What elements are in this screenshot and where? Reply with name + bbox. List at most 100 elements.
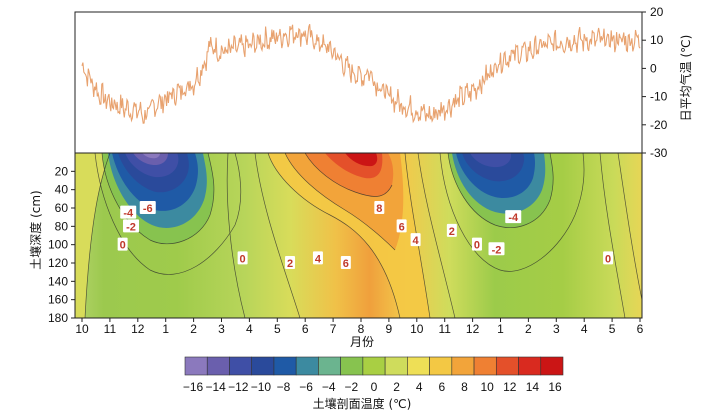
colorbar-tick-label: 12 [503, 380, 517, 394]
colorbar-swatch [518, 356, 542, 376]
colorbar-swatch [318, 356, 341, 376]
month-tick-label: 6 [637, 322, 644, 336]
colorbar-tick-label: −8 [277, 380, 291, 394]
colorbar-tick-label: 10 [480, 380, 494, 394]
colorbar-swatch [429, 356, 453, 376]
contour-label: -6 [143, 203, 153, 215]
colorbar-tick-label: 2 [393, 380, 400, 394]
air-y-tick-label: -30 [650, 146, 668, 160]
contour-label-bg [340, 256, 351, 269]
soil-temperature-plot-frame [74, 152, 643, 319]
contour-band-neg10-right [470, 153, 511, 168]
colorbar-tick-label: 14 [526, 380, 540, 394]
colorbar-swatch [184, 356, 208, 376]
colorbar-swatch [273, 356, 297, 376]
air-y-tick-label: -20 [650, 118, 668, 132]
contour-label-bg [446, 223, 457, 237]
month-tick-label: 2 [525, 322, 532, 336]
contour-label: -4 [508, 212, 519, 224]
air-y-tick-label: 0 [650, 61, 657, 75]
colorbar-swatch [473, 356, 497, 376]
contour-label-bg [488, 242, 505, 256]
colorbar-tick-label: −16 [183, 380, 204, 394]
contour-label: 4 [413, 235, 420, 247]
contour-lines [84, 153, 642, 318]
air-y-tick-label: 20 [650, 5, 664, 19]
colorbar-swatch [295, 356, 319, 376]
colorbar-swatch [251, 356, 275, 376]
colorbar-tick-label: −12 [228, 380, 249, 394]
month-tick-label: 4 [581, 322, 588, 336]
contour-label: 0 [605, 253, 611, 265]
colorbar-swatch [229, 356, 253, 376]
contour-label: 0 [240, 253, 246, 265]
month-tick-label: 5 [609, 322, 616, 336]
month-tick-label: 3 [553, 322, 560, 336]
contour-label-bg [471, 237, 482, 251]
colorbar-swatch [451, 356, 475, 376]
month-tick-label: 8 [358, 322, 365, 336]
colorbar-tick-label: −14 [205, 380, 226, 394]
colorbar-tick-label: −10 [251, 380, 272, 394]
depth-tick-label: 80 [55, 219, 69, 233]
month-tick-label: 11 [104, 322, 117, 336]
contour-label: -2 [492, 244, 502, 256]
air-temperature-y-axis-label: 日平均气温 (℃) [678, 35, 693, 122]
month-tick-label: 12 [466, 322, 480, 336]
month-tick-label: 1 [497, 322, 504, 336]
depth-tick-label: 160 [48, 293, 68, 307]
colorbar-tick-label: 8 [461, 380, 468, 394]
month-x-axis: 10 11 12 1 2 3 4 5 6 7 8 9 10 11 12 1 2 3 4 5 6 [75, 318, 644, 336]
contour-label-bg [123, 219, 140, 233]
contour-label-bg [410, 233, 421, 247]
contour-band-neg14-left [142, 153, 160, 159]
contour-label-bg [120, 205, 137, 219]
contour-label: 6 [343, 258, 349, 270]
month-tick-label: 2 [190, 322, 197, 336]
contour-label-bg [117, 237, 128, 251]
depth-tick-label: 60 [55, 201, 69, 215]
colorbar-tick-label: 4 [416, 380, 423, 394]
colorbar-tick-label: −4 [322, 380, 336, 394]
month-tick-label: 1 [162, 322, 169, 336]
depth-tick-label: 40 [55, 183, 69, 197]
air-temperature-y-axis: 20 10 0 -10 -20 -30 [642, 5, 668, 160]
contour-label: -4 [123, 208, 134, 220]
colorbar-tick-label: −6 [299, 380, 313, 394]
soil-temperature-contours [75, 153, 642, 318]
contour-label-bg [603, 251, 614, 265]
contour-label-bg [505, 210, 522, 224]
depth-tick-label: 20 [55, 164, 69, 178]
colorbar-swatch [340, 356, 364, 376]
contour-label: 4 [315, 253, 322, 265]
depth-tick-label: 100 [48, 238, 68, 252]
month-tick-label: 4 [246, 322, 253, 336]
contour-label: 2 [287, 258, 293, 270]
depth-tick-label: 120 [48, 256, 68, 270]
month-tick-label: 7 [330, 322, 337, 336]
contour-label: -2 [126, 221, 136, 233]
depth-tick-label: 140 [48, 274, 68, 288]
month-x-axis-label: 月份 [350, 335, 374, 349]
month-tick-label: 10 [75, 322, 89, 336]
colorbar-swatch [362, 356, 386, 376]
depth-tick-label: 180 [48, 311, 68, 325]
colorbar-swatch [384, 356, 408, 376]
contour-label: 2 [449, 226, 455, 238]
colorbar-label: 土壤剖面温度 (℃) [313, 396, 412, 411]
air-y-tick-label: -10 [650, 90, 668, 104]
contour-label-bg [396, 219, 407, 233]
colorbar-swatch [407, 356, 430, 376]
colorbar-tick-label: −2 [345, 380, 359, 394]
contour-band-14 [345, 153, 378, 167]
air-temperature-line [81, 24, 641, 124]
air-temperature-plot-frame [74, 11, 643, 154]
colorbar-tick-label: 6 [439, 380, 446, 394]
month-tick-label: 6 [302, 322, 309, 336]
month-tick-label: 5 [274, 322, 281, 336]
contour-label: 8 [376, 203, 382, 215]
month-tick-label: 3 [218, 322, 225, 336]
colorbar-tick-label: 16 [548, 380, 562, 394]
